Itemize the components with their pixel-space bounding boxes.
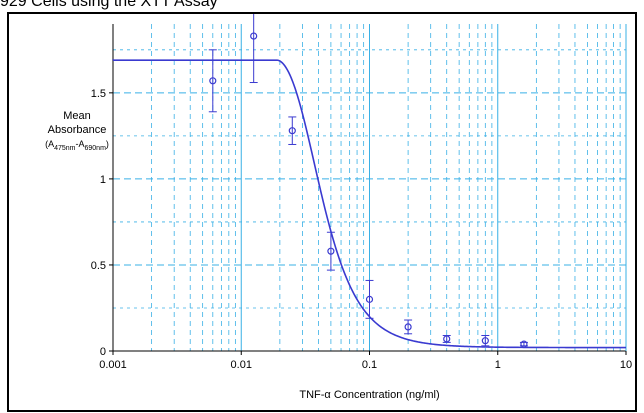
data-point bbox=[327, 247, 335, 255]
chart-title: 929 Cells using the XTT Assay bbox=[0, 0, 218, 10]
y-tick-label: 1 bbox=[100, 174, 106, 186]
data-point bbox=[209, 77, 217, 85]
y-axis-label-line3: (A475nm-A690nm) bbox=[45, 139, 109, 152]
x-tick-label: 0.01 bbox=[231, 359, 252, 371]
y-tick-label: 0.5 bbox=[91, 260, 106, 272]
x-axis-label: TNF-α Concentration (ng/ml) bbox=[299, 389, 439, 401]
chart-frame: 0.001 0.01 0.1 1 10 0 0.5 1 1.5 TNF-α Concentrati… bbox=[7, 12, 637, 412]
data-point bbox=[404, 323, 412, 331]
data-point bbox=[250, 32, 258, 40]
data-point bbox=[481, 337, 489, 345]
data-point bbox=[443, 335, 451, 343]
y-tick-label: 1.5 bbox=[91, 88, 106, 100]
chart-svg: 0.001 0.01 0.1 1 10 0 0.5 1 1.5 TNF-α Concentrati… bbox=[91, 14, 632, 401]
data-point bbox=[365, 295, 374, 303]
y-tick-label: 0 bbox=[100, 346, 106, 358]
y-axis-label-line1: Mean bbox=[63, 110, 91, 122]
data-point bbox=[520, 340, 528, 348]
x-tick-label: 10 bbox=[620, 359, 632, 371]
x-tick-label: 0.001 bbox=[99, 359, 127, 371]
x-tick-label: 0.1 bbox=[362, 359, 377, 371]
fit-curve-line bbox=[112, 59, 626, 349]
y-axis-label-line2: Absorbance bbox=[47, 124, 107, 136]
data-point bbox=[288, 127, 296, 135]
x-tick-label: 1 bbox=[495, 359, 501, 371]
